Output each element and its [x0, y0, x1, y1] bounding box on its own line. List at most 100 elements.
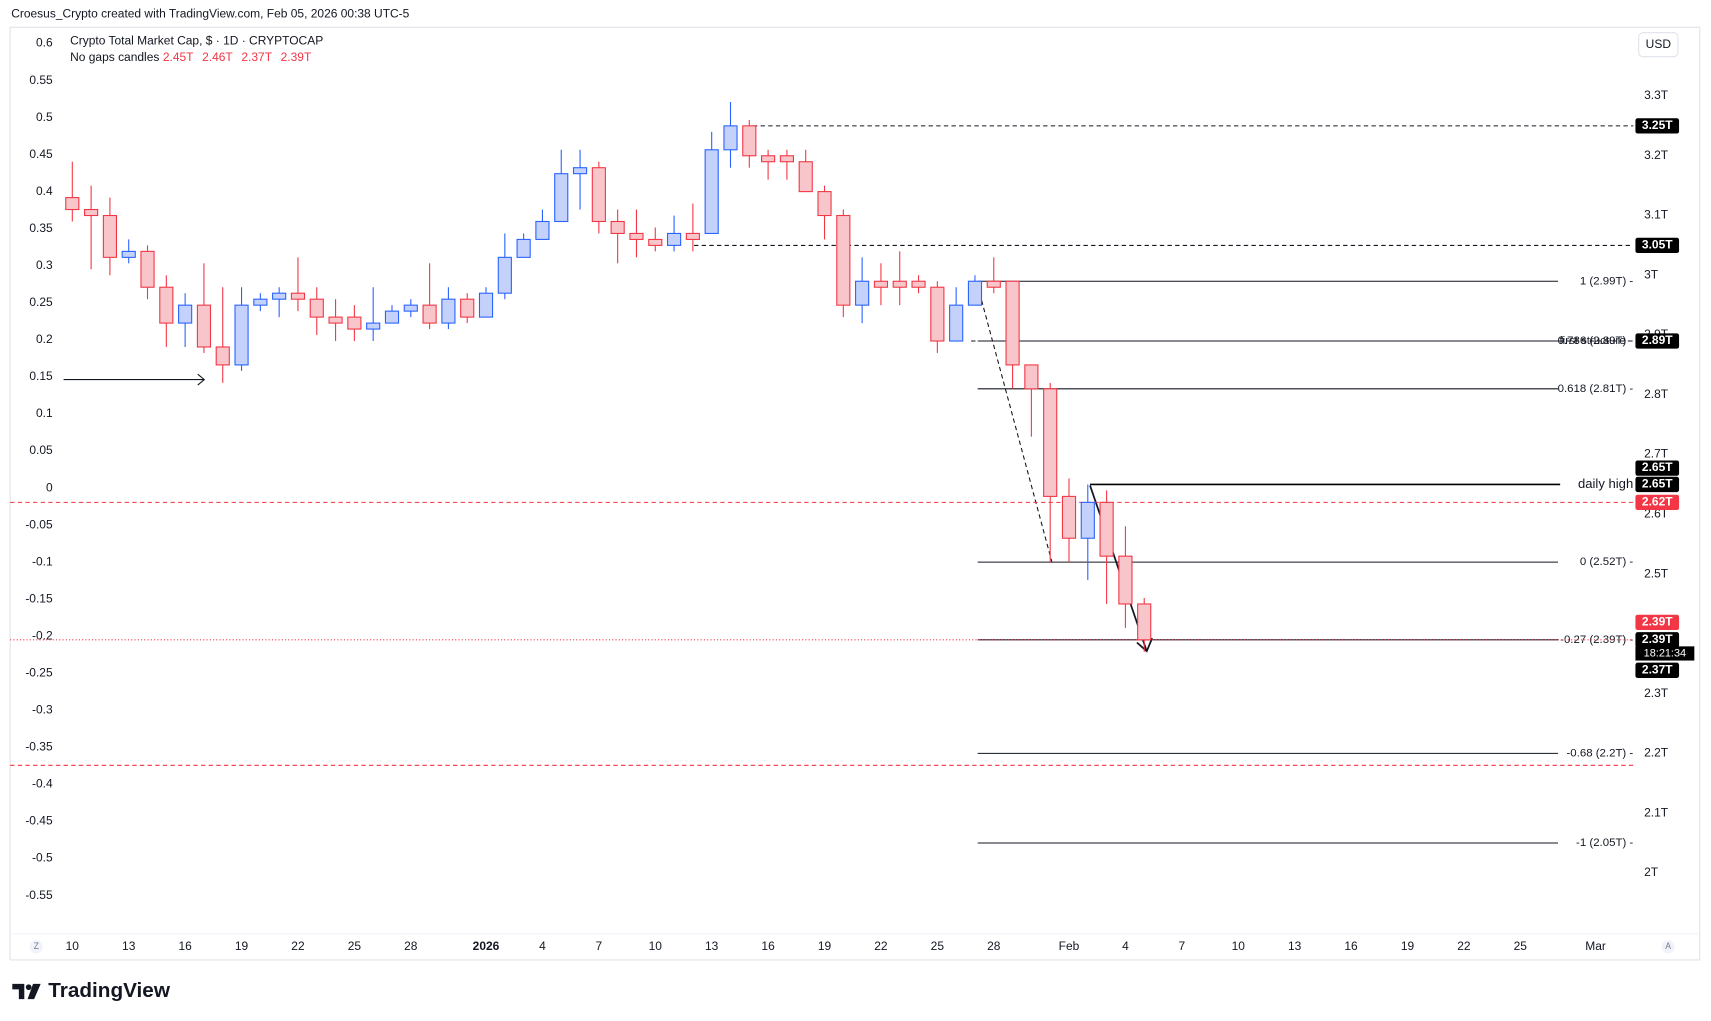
y2-tick-label: -0.45 [25, 814, 53, 828]
y2-tick-label: 0.05 [29, 443, 53, 457]
y-tick-label: 3.1T [1644, 208, 1669, 222]
x-tick-label: Feb [1059, 939, 1080, 953]
candle-body [949, 304, 964, 342]
candle-body [84, 208, 99, 217]
candle-body [290, 292, 306, 300]
candle-body [309, 298, 324, 318]
projection-line [977, 285, 1053, 562]
attribution: Croesus_Crypto created with TradingView.… [11, 6, 409, 20]
level-label: 0.618 (2.81T) - [1558, 383, 1634, 395]
y2-tick-label: 0.55 [29, 73, 53, 87]
x-tick-label: 25 [1514, 939, 1528, 953]
candle-body [140, 250, 155, 288]
y2-tick-label: 0.35 [29, 221, 53, 235]
brand-logo: TradingView [12, 979, 171, 1002]
auto-button[interactable] [1661, 940, 1675, 954]
x-tick-label: 2026 [473, 939, 500, 953]
candle-body [648, 238, 663, 246]
y2-tick-label: -0.55 [25, 888, 53, 902]
x-tick-label: 4 [1122, 939, 1129, 953]
brand: TradingView [48, 979, 171, 1002]
zoom-label[interactable]: Z [34, 941, 40, 951]
currency[interactable]: USD [1646, 37, 1672, 51]
x-tick-label: 10 [66, 939, 80, 953]
price-badge-label: 2.37T [1642, 662, 1673, 676]
chart-subtitle: No gaps candles [70, 50, 159, 64]
y-tick-label: 2.2T [1644, 746, 1669, 760]
y-tick-label: 2.8T [1644, 387, 1669, 401]
candle-body [1080, 501, 1095, 539]
candle-body [591, 167, 606, 223]
y2-tick-label: -0.05 [25, 517, 53, 531]
level-label: 0.786 (2.89T) - [1558, 335, 1634, 347]
candle-body [554, 173, 569, 223]
y2-tick-label: 0.6 [36, 36, 53, 50]
price-badge [1635, 237, 1680, 254]
price-badge [1635, 460, 1680, 476]
candle-body [836, 214, 851, 306]
candle-body [572, 167, 588, 175]
currency-button[interactable] [1638, 32, 1679, 58]
x-tick-label: Mar [1585, 939, 1606, 953]
level-label: -0.27 (2.39T) - [1560, 634, 1633, 646]
arrow-head [197, 373, 206, 386]
candle-body [65, 197, 80, 211]
candle-body [497, 256, 512, 294]
y2-tick-label: -0.2 [32, 628, 53, 642]
zoom-button[interactable] [29, 940, 43, 954]
candle-body [234, 304, 249, 366]
x-tick-label: 13 [705, 939, 719, 953]
candle-body [1043, 388, 1058, 497]
candle-body [986, 280, 1001, 288]
candle-body [102, 214, 117, 258]
y2-tick-label: 0.15 [29, 369, 53, 383]
countdown: 18:21:34 [1644, 647, 1686, 659]
price-badge [1635, 614, 1680, 630]
chart-frame [9, 26, 1701, 961]
y2-tick-label: 0.45 [29, 147, 53, 161]
candle-body [930, 286, 945, 342]
y-tick-label: 3.3T [1644, 88, 1669, 102]
x-tick-label: 28 [987, 939, 1001, 953]
y2-tick-label: -0.25 [25, 666, 53, 680]
candle-body [1137, 603, 1152, 641]
auto-label[interactable]: A [1665, 941, 1671, 951]
candle-body [347, 316, 362, 330]
y2-tick-label: -0.5 [32, 851, 53, 865]
candle-body [460, 298, 475, 318]
chart-title: Crypto Total Market Cap, $ · 1D · CRYPTO… [70, 34, 323, 48]
level-label: daily high [1578, 476, 1633, 491]
y2-tick-label: 0.2 [36, 332, 53, 346]
y2-tick-label: -0.3 [32, 703, 53, 717]
price-badge-label: 2.62T [1642, 495, 1673, 509]
price-badge [1635, 476, 1680, 493]
price-badge-label: 2.39T [1642, 615, 1673, 629]
y2-tick-label: 0.25 [29, 295, 53, 309]
candle-body [121, 250, 136, 258]
price-badge [1635, 118, 1680, 134]
candle-body [159, 286, 174, 324]
candle-body [441, 298, 456, 324]
candle-body [723, 125, 738, 151]
candle-body [1005, 280, 1020, 366]
logo-slash [27, 983, 41, 1000]
candle-body [685, 232, 700, 240]
x-tick-label: 22 [1457, 939, 1471, 953]
candle-body [196, 304, 212, 348]
x-tick-label: 4 [539, 939, 546, 953]
candle-body [478, 292, 494, 318]
candle-body [384, 310, 400, 324]
x-tick-label: 22 [874, 939, 888, 953]
candle-body [403, 304, 418, 312]
candle-body [253, 298, 268, 306]
candle-body [629, 232, 644, 240]
candle-body [817, 191, 832, 217]
candle-body [742, 125, 757, 157]
candle-body [366, 322, 381, 330]
y2-tick-label: -0.35 [25, 740, 53, 754]
price-badge-label: 3.05T [1642, 238, 1673, 252]
x-tick-label: 7 [1178, 939, 1185, 953]
